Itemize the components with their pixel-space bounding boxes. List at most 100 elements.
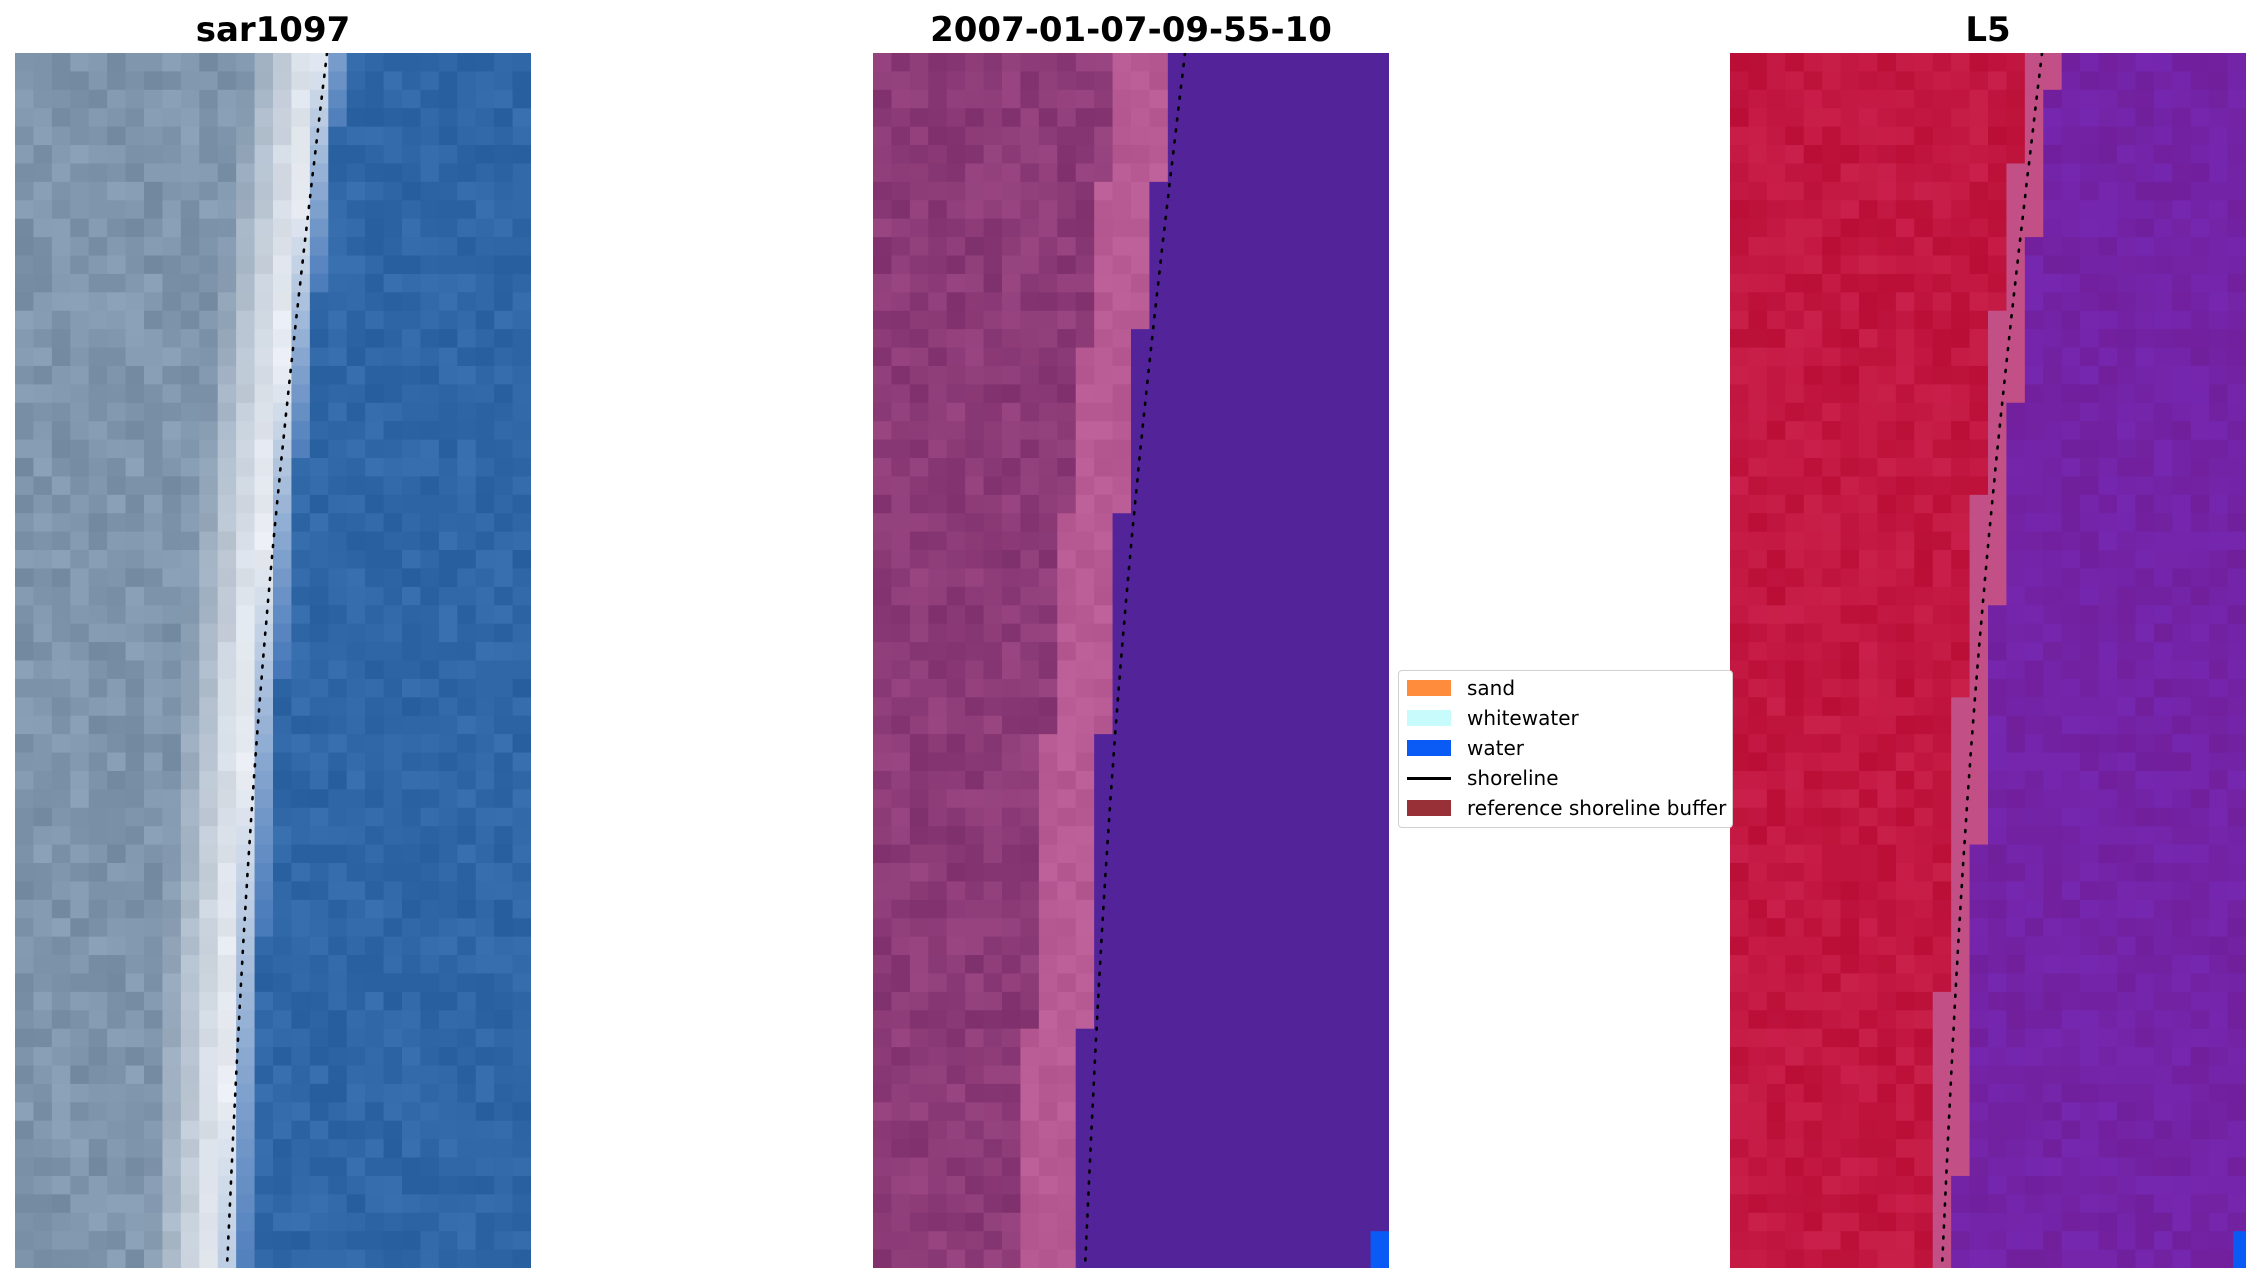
- classification-pixel: [1002, 936, 1022, 956]
- index-pixel: [1895, 844, 1915, 864]
- classification-pixel: [1333, 1139, 1353, 1159]
- index-pixel: [1730, 218, 1750, 238]
- index-pixel: [1785, 568, 1805, 588]
- classification-pixel: [983, 1194, 1003, 1214]
- index-pixel: [1766, 734, 1786, 754]
- rgb-pixel: [365, 807, 385, 827]
- rgb-pixel: [70, 770, 90, 790]
- classification-pixel: [1223, 1212, 1243, 1232]
- classification-pixel: [1296, 1194, 1316, 1214]
- rgb-pixel: [180, 936, 200, 956]
- rgb-pixel: [88, 918, 108, 938]
- classification-pixel: [1149, 863, 1169, 883]
- rgb-pixel: [254, 200, 274, 220]
- index-pixel: [1859, 789, 1879, 809]
- classification-pixel: [1112, 770, 1132, 790]
- rgb-pixel: [88, 973, 108, 993]
- classification-pixel: [1002, 918, 1022, 938]
- classification-pixel: [965, 1120, 985, 1140]
- classification-pixel: [983, 458, 1003, 478]
- classification-pixel: [1370, 1139, 1389, 1159]
- index-pixel: [1877, 347, 1897, 367]
- classification-pixel: [1112, 1139, 1132, 1159]
- index-pixel: [1895, 108, 1915, 128]
- index-pixel: [2043, 476, 2063, 496]
- classification-pixel: [1241, 218, 1261, 238]
- rgb-pixel: [365, 550, 385, 570]
- index-pixel: [2024, 605, 2044, 625]
- index-pixel: [1914, 881, 1934, 901]
- classification-pixel: [1241, 200, 1261, 220]
- rgb-pixel: [33, 863, 53, 883]
- index-pixel: [2117, 458, 2137, 478]
- rgb-pixel: [15, 273, 35, 293]
- index-pixel: [1914, 310, 1934, 330]
- rgb-pixel: [457, 881, 477, 901]
- rgb-pixel: [346, 181, 366, 201]
- index-pixel: [1840, 384, 1860, 404]
- rgb-pixel: [70, 384, 90, 404]
- classification-pixel: [1038, 1212, 1058, 1232]
- rgb-pixel: [15, 1102, 35, 1122]
- index-pixel: [1766, 678, 1786, 698]
- classification-pixel: [909, 660, 929, 680]
- rgb-pixel: [309, 1212, 329, 1232]
- classification-pixel: [1094, 402, 1114, 422]
- classification-pixel: [1296, 181, 1316, 201]
- rgb-pixel: [438, 734, 458, 754]
- classification-pixel: [1112, 531, 1132, 551]
- rgb-pixel: [383, 181, 403, 201]
- rgb-pixel: [328, 1010, 348, 1030]
- classification-pixel: [1333, 1249, 1353, 1268]
- rgb-pixel: [402, 181, 422, 201]
- index-pixel: [1859, 310, 1879, 330]
- classification-pixel: [983, 71, 1003, 91]
- rgb-pixel: [328, 955, 348, 975]
- rgb-pixel: [70, 513, 90, 533]
- classification-pixel: [909, 881, 929, 901]
- rgb-pixel: [402, 255, 422, 275]
- classification-pixel: [1075, 310, 1095, 330]
- classification-pixel: [1352, 237, 1372, 257]
- rgb-pixel: [33, 807, 53, 827]
- classification-pixel: [909, 678, 929, 698]
- classification-pixel: [1296, 826, 1316, 846]
- classification-pixel: [1149, 1047, 1169, 1067]
- index-pixel: [1932, 365, 1952, 385]
- index-pixel: [1951, 844, 1971, 864]
- index-pixel: [1877, 126, 1897, 146]
- classification-pixel: [909, 586, 929, 606]
- classification-pixel: [1186, 476, 1206, 496]
- rgb-pixel: [438, 1175, 458, 1195]
- classification-pixel: [873, 292, 893, 312]
- classification-pixel: [873, 347, 893, 367]
- rgb-pixel: [475, 218, 495, 238]
- rgb-pixel: [180, 329, 200, 349]
- rgb-pixel: [217, 310, 237, 330]
- index-pixel: [2006, 421, 2026, 441]
- index-pixel: [2209, 642, 2229, 662]
- index-pixel: [2117, 660, 2137, 680]
- classification-pixel: [1278, 1194, 1298, 1214]
- rgb-pixel: [494, 568, 514, 588]
- index-pixel: [1730, 678, 1750, 698]
- classification-pixel: [1131, 973, 1151, 993]
- classification-pixel: [1149, 1028, 1169, 1048]
- classification-pixel: [909, 550, 929, 570]
- rgb-pixel: [512, 1231, 531, 1251]
- rgb-pixel: [33, 1249, 53, 1268]
- classification-pixel: [928, 255, 948, 275]
- index-pixel: [2172, 844, 2192, 864]
- classification-pixel: [1204, 89, 1224, 109]
- rgb-pixel: [475, 421, 495, 441]
- classification-pixel: [928, 89, 948, 109]
- rgb-pixel: [291, 329, 311, 349]
- classification-pixel: [965, 365, 985, 385]
- classification-pixel: [1370, 384, 1389, 404]
- index-pixel: [1932, 623, 1952, 643]
- rgb-pixel: [199, 991, 219, 1011]
- classification-pixel: [1002, 71, 1022, 91]
- index-pixel: [1932, 678, 1952, 698]
- rgb-pixel: [494, 899, 514, 919]
- rgb-pixel: [273, 1120, 293, 1140]
